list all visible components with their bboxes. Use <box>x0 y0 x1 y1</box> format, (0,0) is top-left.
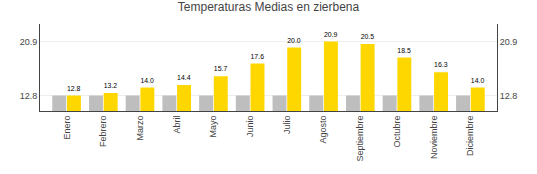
svg-text:13.2: 13.2 <box>104 82 118 89</box>
svg-text:12.8: 12.8 <box>500 91 518 101</box>
svg-text:20.9: 20.9 <box>20 37 38 47</box>
svg-text:12.8: 12.8 <box>67 85 81 92</box>
svg-text:14.0: 14.0 <box>140 77 154 84</box>
svg-text:16.3: 16.3 <box>434 61 448 68</box>
svg-text:Julio: Julio <box>282 116 292 135</box>
svg-text:20.5: 20.5 <box>361 33 375 40</box>
svg-text:20.9: 20.9 <box>324 31 338 38</box>
svg-text:Junio: Junio <box>245 116 255 138</box>
svg-text:18.5: 18.5 <box>397 47 411 54</box>
svg-text:Noviembre: Noviembre <box>429 116 439 160</box>
svg-text:15.7: 15.7 <box>214 65 228 72</box>
svg-text:Diciembre: Diciembre <box>465 116 475 157</box>
svg-text:20.9: 20.9 <box>500 37 518 47</box>
svg-text:Marzo: Marzo <box>135 116 145 141</box>
svg-text:Enero: Enero <box>62 116 72 140</box>
svg-text:17.6: 17.6 <box>251 53 265 60</box>
svg-text:Mayo: Mayo <box>208 116 218 138</box>
svg-text:14.0: 14.0 <box>471 77 485 84</box>
svg-text:Septiembre: Septiembre <box>355 116 365 162</box>
svg-text:Agosto: Agosto <box>318 116 328 144</box>
svg-text:Temperaturas Medias en zierben: Temperaturas Medias en zierbena <box>178 0 360 14</box>
svg-text:Abril: Abril <box>172 116 182 134</box>
svg-text:20.0: 20.0 <box>287 37 301 44</box>
svg-text:Febrero: Febrero <box>98 116 108 148</box>
svg-text:12.8: 12.8 <box>20 91 38 101</box>
svg-text:14.4: 14.4 <box>177 74 191 81</box>
svg-text:Octubre: Octubre <box>392 116 402 148</box>
